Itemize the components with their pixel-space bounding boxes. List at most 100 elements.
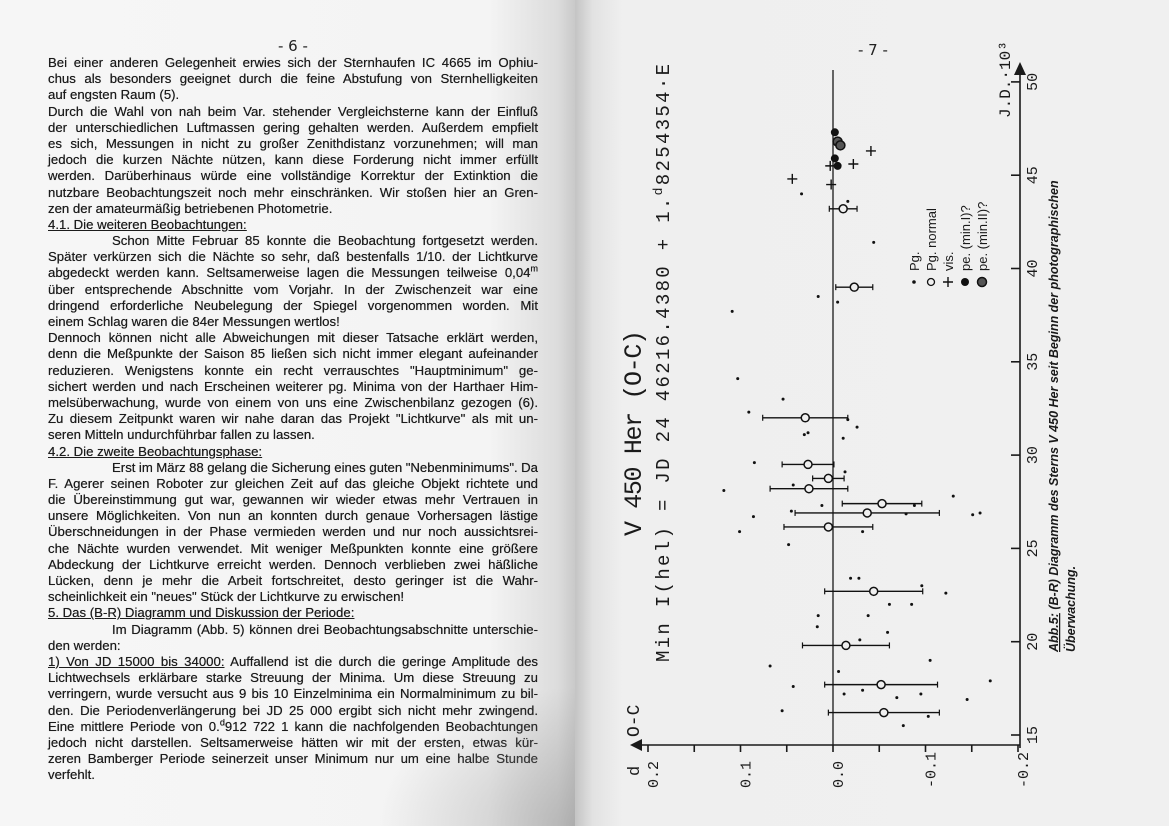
legend-open-circle-icon — [926, 277, 936, 287]
pg-point — [978, 511, 982, 515]
ephemeris-label: Min I(hel) = JD 24 46216.4380 + 1.d82543… — [651, 64, 675, 662]
legend-dot-icon — [912, 280, 916, 284]
vis-point — [826, 179, 837, 190]
chart-title: V 450 Her (O-C) — [620, 330, 649, 536]
y-axis-unit: d — [626, 766, 645, 776]
pg-point — [926, 714, 930, 718]
pg-point — [841, 436, 845, 440]
text-line: den werden: — [48, 637, 121, 653]
legend-label: pe. (min.II)? — [975, 202, 990, 271]
text-line: über entsprechende Abschnitte vom Vorjah… — [48, 281, 538, 297]
pg-point — [861, 688, 865, 692]
pg-point — [855, 425, 859, 429]
text-line: Durch die Wahl von nah beim Var. stehend… — [48, 103, 538, 119]
text-line: Im Diagramm (Abb. 5) können drei Beobach… — [112, 621, 538, 637]
pg-point — [789, 509, 793, 513]
pg-normal-point — [862, 508, 872, 518]
pg-normal-point — [876, 679, 886, 690]
text-line: 1) Von JD 15000 bis 34000: Auffallend is… — [48, 654, 538, 670]
y-axis-label: O-C — [625, 704, 645, 737]
pg-point — [849, 576, 853, 580]
pg-point — [768, 664, 772, 668]
underlined-text: 5. Das (B-R) Diagramm und Diskussion der… — [48, 605, 355, 621]
underlined-text: 4.2. Die zweite Beobachtungsphase: — [48, 443, 263, 459]
pg-point — [800, 192, 804, 196]
vis-point — [865, 145, 876, 156]
pg-point — [836, 300, 840, 304]
oc-tick-label: 0.2 — [646, 761, 663, 788]
section-heading: 4.1. Die weiteren Beobachtungen: — [48, 217, 538, 233]
legend-label: pe. (min.I)? — [958, 205, 973, 271]
text-line: einem Schlag waren die 84er Messungen we… — [48, 314, 340, 329]
pg-point — [910, 602, 914, 606]
text-line: Abdeckung der Lichtkurve erreicht werden… — [48, 556, 538, 572]
text-line: die Übereinstimmung gut war, gewannen wi… — [48, 492, 538, 508]
pg-normal-point — [804, 483, 814, 494]
text-line: der unterschiedlichen Luftmassen gering … — [48, 119, 538, 135]
jd-tick-label: 25 — [1025, 539, 1042, 557]
pg-normal-point — [877, 498, 887, 509]
page-number-left: - 6 - — [278, 37, 308, 55]
jd-tick-label: 50 — [1025, 73, 1042, 91]
pg-point — [837, 670, 841, 674]
page-number-right: - 7 - — [858, 41, 888, 59]
jd-tick-label: 40 — [1025, 259, 1042, 277]
jd-tick-label: 35 — [1025, 353, 1042, 371]
pg-point — [858, 638, 862, 642]
pg-point — [722, 489, 726, 493]
legend-filled-circle-icon — [961, 278, 969, 286]
text-line: unsere Möglichkeiten. Von nun an konnten… — [48, 508, 538, 524]
pg-point — [791, 483, 795, 487]
pg-point — [738, 530, 742, 534]
pg-point — [736, 377, 740, 381]
text-line: F. Agerer seinen Roboter zur gleichen Ze… — [48, 475, 538, 491]
underlined-text: 4.1. Die weiteren Beobachtungen: — [48, 216, 247, 232]
pg-point — [846, 199, 850, 203]
legend-label: Pg. normal — [924, 208, 939, 271]
pg-normal-point — [823, 473, 834, 484]
text-line: Zu diesem Zeitpunkt waren wir nahe daran… — [48, 411, 538, 427]
text-line: werden. Darüberhinaus würde eine vollstä… — [48, 168, 538, 184]
pg-normal-point — [838, 204, 848, 214]
oc-tick-label: 0.1 — [739, 761, 756, 788]
text-line: dringend erforderliche Neubelegung der S… — [48, 297, 538, 313]
vis-point — [787, 173, 798, 184]
pg-normal-point — [879, 707, 889, 718]
pg-point — [988, 679, 992, 683]
line-text: Auffallend ist die durch die geringe Amp… — [224, 653, 539, 669]
text-line: abgedeckt werden kann. Seltsamerweise la… — [48, 265, 538, 281]
pe-min1-point — [830, 154, 839, 163]
right-page — [575, 0, 1169, 826]
text-line: auf engsten Raum (5). — [48, 87, 180, 103]
oc-tick-label: -0.2 — [1016, 752, 1033, 788]
pg-point — [816, 614, 820, 618]
line-text: Eine mittlere Periode von 0. — [48, 718, 220, 734]
pg-point — [928, 658, 932, 662]
text-line: che Nächte wurden verwendet. Mit weniger… — [48, 540, 538, 556]
pg-point — [872, 240, 876, 244]
pg-normal-point — [849, 282, 860, 292]
pg-point — [815, 625, 819, 629]
text-line: Bei einer anderen Gelegenheit erwies sic… — [48, 55, 538, 70]
text-line: Später verkürzen sich die Nächte so sehr… — [48, 249, 538, 265]
line-text: abgedeckt werden kann. Seltsamerweise la… — [48, 265, 531, 281]
pg-point — [780, 709, 784, 713]
pg-point — [912, 503, 916, 507]
pg-point — [781, 397, 785, 401]
text-line: reduzieren. Wenigstens konnte ein recht … — [48, 362, 538, 378]
text-line: Erst im März 88 gelang die Sicherung ein… — [112, 459, 538, 475]
text-line: Schon Mitte Februar 85 konnte die Beobac… — [112, 233, 538, 249]
pg-point — [965, 698, 969, 702]
pe-min2-point — [835, 140, 846, 151]
pg-point — [857, 576, 861, 580]
text-line: Dennoch können nicht alle Abweichungen m… — [48, 330, 538, 346]
pg-point — [791, 684, 795, 688]
pg-point — [886, 630, 890, 634]
pg-point — [730, 309, 734, 313]
text-line: denn die Meßpunkte der Saison 85 ließen … — [48, 346, 538, 362]
jd-tick-label: 20 — [1025, 633, 1042, 651]
arrow-up-icon — [1014, 62, 1026, 75]
superscript: d — [219, 717, 225, 728]
legend-plus-icon — [943, 277, 953, 287]
pg-point — [806, 431, 810, 435]
